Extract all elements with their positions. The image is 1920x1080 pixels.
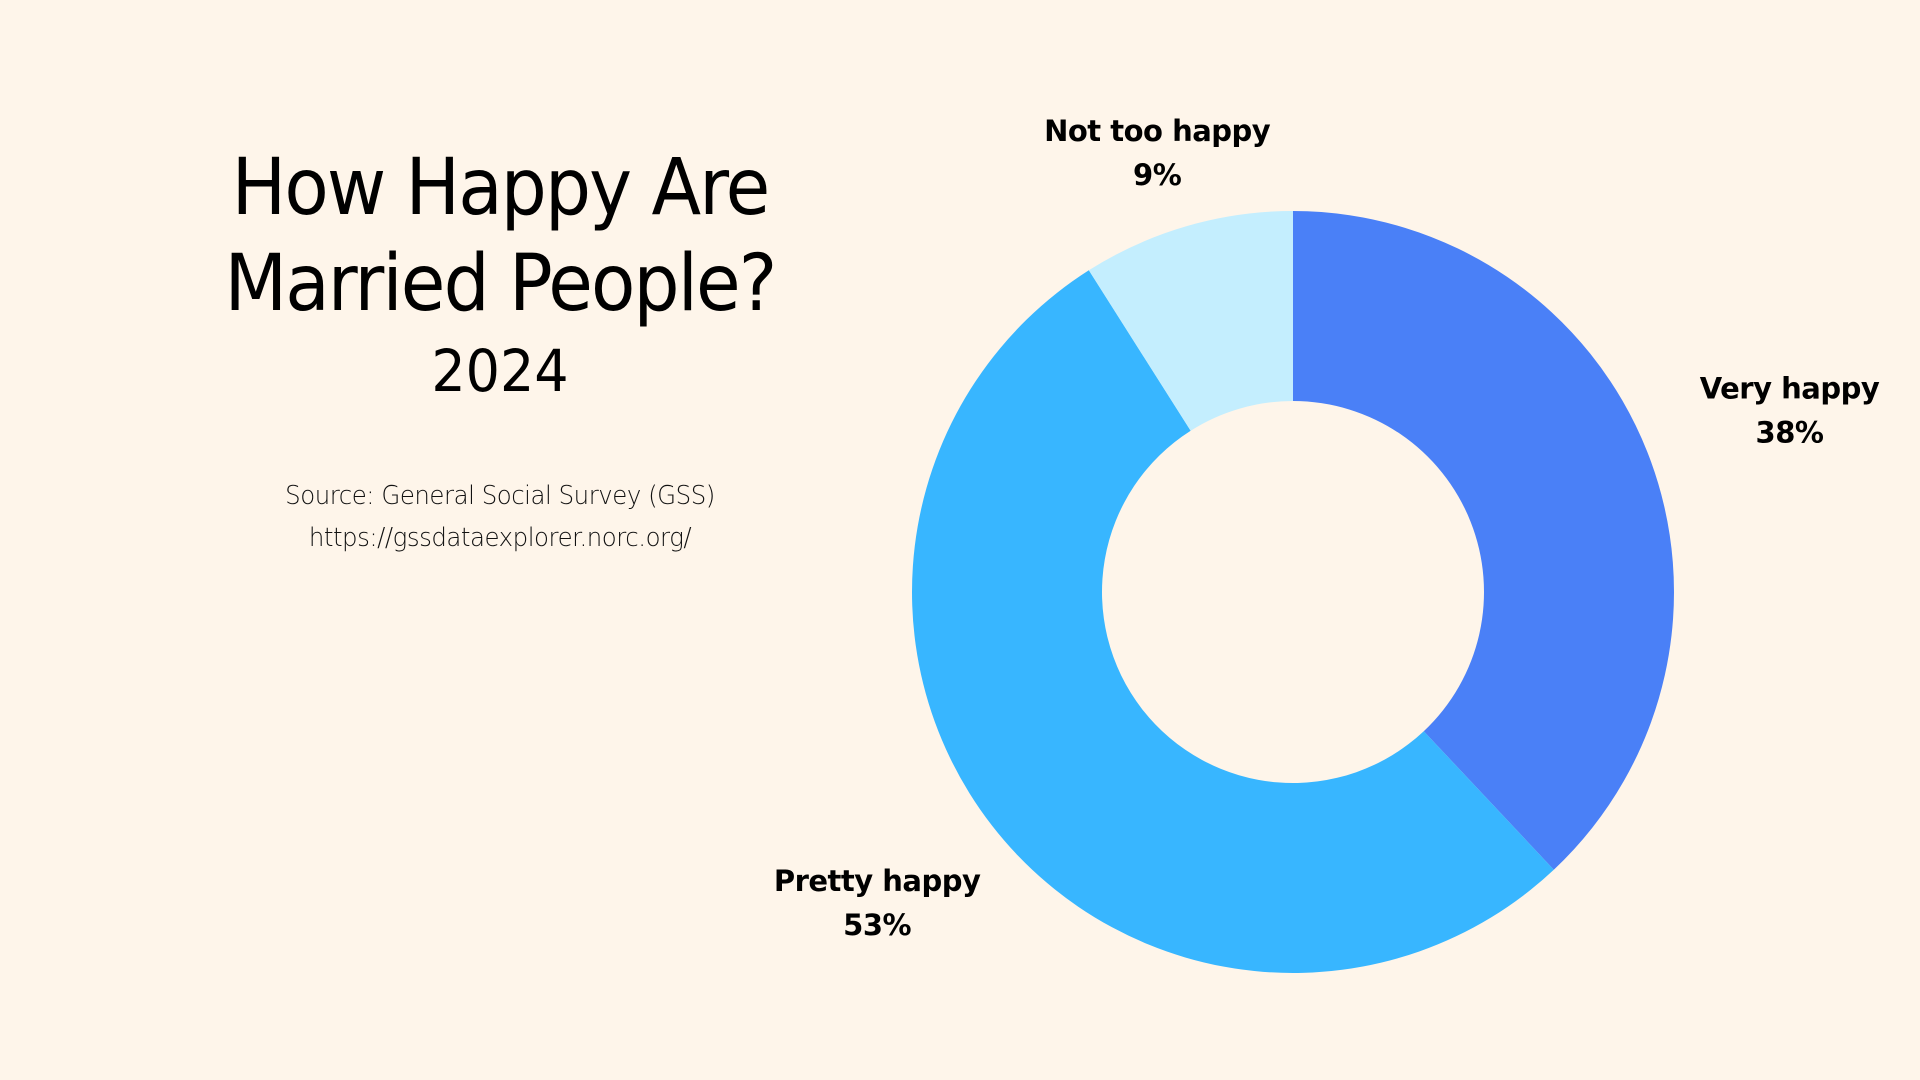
donut-slices [912,211,1674,973]
source-url: https://gssdataexplorer.norc.org/ [308,523,692,553]
chart-year: 2024 [431,337,569,405]
slice-label-pretty-happy: Pretty happy 53% [774,864,982,942]
source-block: Source: General Social Survey (GSS) http… [130,475,870,559]
slice-not-too-happy [1088,211,1293,431]
chart-title-line2: Married People? [224,239,778,329]
slice-pretty-happy [912,270,1554,973]
source-text: Source: General Social Survey (GSS) [285,481,715,511]
slice-category-label: Very happy [1700,371,1880,405]
slice-category-label: Pretty happy [774,864,981,898]
chart-title-line1: How Happy Are [231,143,771,233]
slice-label-not-too-happy: Not too happy 9% [1044,114,1271,192]
title-block: How Happy Are Married People? 2024 [130,140,870,406]
slice-label-very-happy: Very happy 38% [1700,371,1881,449]
donut-labels: Very happy 38% Pretty happy 53% Not too happ… [774,114,1881,942]
slice-very-happy [1293,211,1674,870]
slice-category-label: Not too happy [1044,114,1271,148]
slice-value-label: 38% [1756,415,1824,449]
slice-value-label: 9% [1133,158,1182,192]
slice-value-label: 53% [843,908,911,942]
